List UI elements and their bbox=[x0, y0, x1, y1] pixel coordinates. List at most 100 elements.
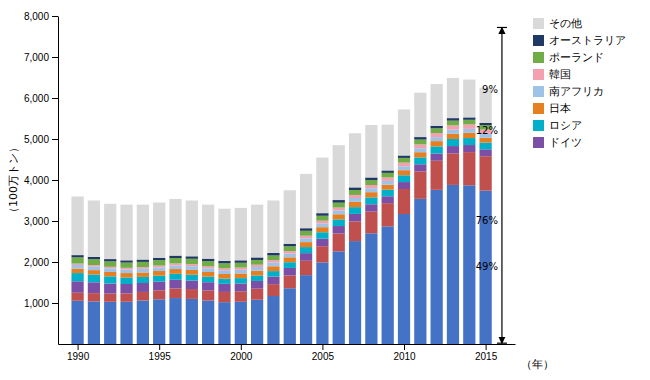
bar-segment bbox=[316, 221, 328, 224]
bar-segment bbox=[398, 214, 410, 344]
bar-segment bbox=[88, 201, 100, 257]
bar-segment bbox=[169, 258, 181, 263]
range-arrow bbox=[497, 27, 507, 343]
bar-segment bbox=[186, 299, 198, 344]
plot: 1990199520002005201020151,0002,0003,0004… bbox=[24, 11, 516, 362]
bar-segment bbox=[398, 182, 410, 189]
bar-segment bbox=[447, 130, 459, 134]
bar-segment bbox=[153, 258, 165, 260]
bar-segment bbox=[382, 190, 394, 197]
annotation-label: 76% bbox=[476, 215, 498, 226]
bar-segment bbox=[251, 257, 263, 260]
bar-segment bbox=[120, 270, 132, 274]
bar-segment bbox=[333, 210, 345, 214]
bar-segment bbox=[137, 283, 149, 292]
bar-segment bbox=[414, 164, 426, 171]
bar-segment bbox=[71, 293, 83, 301]
bar-segment bbox=[235, 283, 247, 291]
x-tick: 2015 bbox=[475, 344, 498, 362]
bar-segment bbox=[202, 290, 214, 300]
legend-item: 韓国 bbox=[533, 68, 571, 81]
bar-segment bbox=[235, 270, 247, 274]
bar-segment bbox=[382, 181, 394, 185]
legend-label: 日本 bbox=[549, 102, 571, 115]
bar-segment bbox=[218, 261, 230, 263]
bar-segment bbox=[169, 274, 181, 280]
bar-segment bbox=[382, 203, 394, 226]
y-tick: 8,000 bbox=[24, 11, 58, 22]
bar-segment bbox=[398, 166, 410, 170]
bar-segment bbox=[251, 300, 263, 344]
bar-segment bbox=[88, 270, 100, 274]
bar-segment bbox=[251, 265, 263, 267]
bar-series bbox=[71, 78, 491, 261]
bar-segment bbox=[267, 201, 279, 253]
bar-segment bbox=[333, 234, 345, 252]
bar-segment bbox=[169, 298, 181, 344]
bar-segment bbox=[71, 281, 83, 292]
y-tick-label: 1,000 bbox=[24, 298, 49, 309]
bar-segment bbox=[333, 219, 345, 226]
bar-segment bbox=[284, 246, 296, 251]
legend-item: 日本 bbox=[533, 102, 571, 115]
bar-segment bbox=[251, 260, 263, 265]
bar-segment bbox=[431, 128, 443, 133]
y-tick-label: 4,000 bbox=[24, 175, 49, 186]
x-tick-mark bbox=[78, 344, 79, 350]
bar-segment bbox=[316, 223, 328, 227]
bar-segment bbox=[431, 190, 443, 344]
bar-segment bbox=[333, 145, 345, 200]
bar-segment bbox=[169, 199, 181, 256]
bar-segment bbox=[153, 282, 165, 291]
bar-segment bbox=[365, 188, 377, 192]
legend-label: 韓国 bbox=[549, 68, 571, 81]
x-tick-mark bbox=[322, 344, 323, 350]
bar-segment bbox=[235, 278, 247, 283]
x-tick-label: 2005 bbox=[312, 351, 335, 362]
legend-item: ポーランド bbox=[533, 51, 604, 64]
bar-segment bbox=[186, 270, 198, 275]
bar-segment bbox=[349, 221, 361, 241]
bar-segment bbox=[137, 269, 149, 273]
bar-segment bbox=[88, 265, 100, 266]
bar-segment bbox=[382, 177, 394, 180]
bar-segment bbox=[120, 302, 132, 344]
bar-segment bbox=[365, 180, 377, 185]
legend-swatch bbox=[533, 103, 544, 114]
bar-segment bbox=[267, 260, 279, 262]
y-tick-label: 2,000 bbox=[24, 257, 49, 268]
bar-segment bbox=[300, 231, 312, 236]
y-tick-mark bbox=[52, 262, 58, 263]
bar-segment bbox=[300, 242, 312, 247]
bar-segment bbox=[349, 241, 361, 344]
bar-segment bbox=[251, 289, 263, 300]
bar-segment bbox=[284, 190, 296, 244]
bar-segment bbox=[153, 266, 165, 268]
bar-segment bbox=[463, 80, 475, 118]
bar-segment bbox=[104, 268, 116, 272]
bar-segment bbox=[267, 266, 279, 271]
bar-segment bbox=[463, 117, 475, 119]
bar-segment bbox=[169, 265, 181, 269]
bar-segment bbox=[365, 233, 377, 344]
bar-segment bbox=[104, 267, 116, 269]
bar-segment bbox=[431, 137, 443, 141]
legend-swatch bbox=[533, 35, 544, 46]
bar-segment bbox=[463, 185, 475, 344]
y-tick-mark bbox=[52, 221, 58, 222]
bar-segment bbox=[431, 161, 443, 190]
legend-item: オーストラリア bbox=[533, 34, 626, 47]
bar-segment bbox=[414, 199, 426, 344]
y-tick: 7,000 bbox=[24, 52, 58, 63]
bar-segment bbox=[88, 282, 100, 293]
bar-segment bbox=[202, 259, 214, 261]
bar-segment bbox=[300, 228, 312, 231]
x-tick-label: 2015 bbox=[475, 351, 498, 362]
y-tick-mark bbox=[52, 57, 58, 58]
bar-segment bbox=[463, 138, 475, 145]
legend-label: 南アフリカ bbox=[549, 85, 604, 98]
x-tick-mark bbox=[486, 344, 487, 350]
legend-label: オーストラリア bbox=[549, 34, 626, 47]
bar-segment bbox=[104, 284, 116, 294]
bar-segment bbox=[349, 187, 361, 190]
